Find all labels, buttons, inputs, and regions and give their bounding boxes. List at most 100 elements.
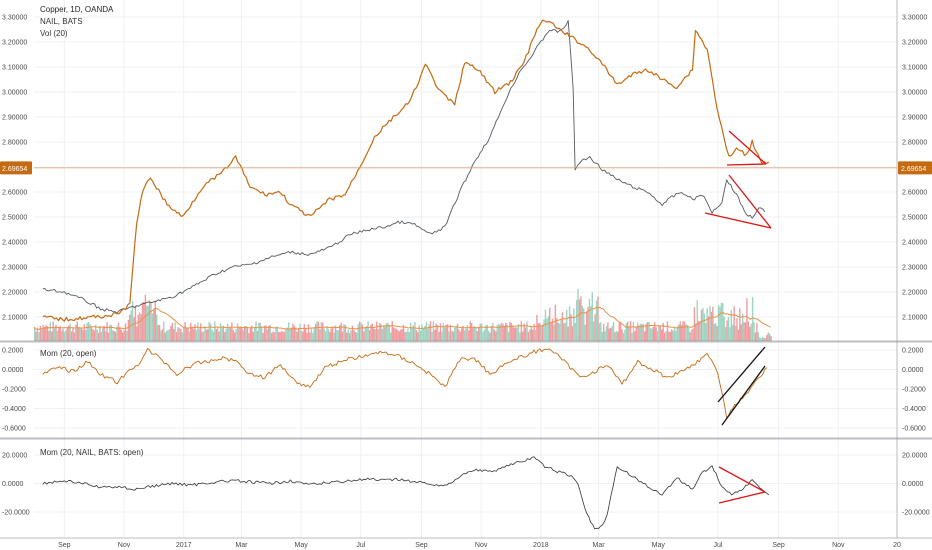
volume-bar [573, 308, 575, 341]
volume-bar [412, 325, 415, 341]
volume-bar [560, 320, 562, 341]
volume-bar [485, 325, 487, 341]
volume-bar [395, 328, 398, 341]
volume-bar [171, 323, 174, 341]
volume-bar [401, 328, 403, 341]
volume-bar [680, 325, 683, 341]
volume-bar [290, 327, 293, 341]
volume-bar [39, 325, 42, 341]
volume-bar [367, 321, 369, 341]
trendline-mom-upper[interactable] [717, 346, 766, 403]
trendline-mom2-lower[interactable] [718, 491, 766, 504]
volume-bar [266, 329, 269, 341]
volume-bar [642, 323, 645, 341]
volume-bar [656, 330, 659, 341]
volume-bar [732, 324, 734, 341]
volume-bar [185, 328, 188, 341]
volume-bar [431, 331, 433, 341]
trendline-mom2-upper[interactable] [718, 466, 766, 493]
volume-bar [598, 323, 601, 341]
volume-bar [365, 326, 368, 341]
volume-bar [363, 331, 365, 341]
volume-bar [546, 318, 548, 341]
legend-momentum2: Mom (20, NAIL, BATS: open) [40, 448, 144, 457]
volume-bar [283, 331, 286, 341]
grid [34, 0, 897, 538]
volume-bar [547, 316, 549, 341]
volume-bar [519, 332, 521, 341]
volume-bar [232, 330, 235, 341]
volume-bar [707, 316, 710, 341]
y-tick-label-right: 2.20000 [902, 290, 927, 297]
volume-bar [181, 332, 183, 341]
volume-bar [590, 305, 592, 341]
trendline-mom-lower[interactable] [721, 365, 766, 426]
volume-bar [261, 326, 263, 341]
volume-bar [73, 332, 76, 341]
trendline-nail-upper[interactable] [728, 174, 772, 229]
volume-bar [383, 326, 385, 341]
y-tick-label-left: -0.4000 [2, 406, 26, 413]
volume-bar [143, 301, 145, 341]
volume-bar [456, 323, 459, 341]
volume-bar [265, 325, 267, 341]
volume-bar [749, 326, 751, 341]
y-tick-label-left: 3.00000 [2, 90, 27, 97]
trendline-nail-lower[interactable] [704, 212, 772, 229]
volume-bar [490, 326, 493, 341]
volume-bar [66, 327, 69, 341]
volume-bar [127, 319, 130, 341]
x-tick-label: Mar [235, 542, 248, 549]
volume-bar [262, 332, 264, 341]
trendline-copper-upper[interactable] [728, 130, 767, 165]
nail-line [42, 20, 766, 314]
volume-bar [580, 296, 582, 341]
volume-bar [531, 329, 534, 341]
volume-bar [280, 331, 283, 341]
volume-bar [468, 330, 470, 341]
x-tick-label: Sep [415, 542, 428, 549]
volume-bar [381, 328, 383, 341]
volume-bar [241, 327, 243, 341]
volume-bar [686, 324, 689, 341]
volume-bar [160, 330, 162, 341]
volume-bar [154, 300, 156, 341]
volume-bar [439, 323, 442, 341]
volume-bar [303, 323, 305, 341]
volume-bar [123, 330, 125, 341]
volume-bar [347, 329, 349, 341]
volume-bar [627, 321, 629, 341]
volume-bar [65, 330, 67, 341]
volume-bar [337, 330, 340, 341]
volume-bar [82, 329, 84, 341]
volume-bar [449, 324, 452, 341]
volume-bar [761, 336, 764, 341]
y-tick-label-left: 0.0000 [2, 481, 24, 488]
volume-bar [199, 323, 202, 341]
volume-bar [740, 324, 742, 341]
volume-bar [364, 326, 366, 341]
volume-bar [756, 323, 758, 341]
volume-bar [672, 330, 674, 341]
trendlines[interactable] [704, 130, 772, 504]
x-tick-label: 20 [893, 542, 901, 549]
volume-bar [68, 325, 70, 341]
volume-bar [746, 298, 748, 341]
volume-bar [387, 322, 389, 341]
volume-bar [591, 292, 593, 341]
volume-bar [479, 323, 481, 341]
volume-bar [295, 327, 297, 341]
volume-bar [625, 323, 628, 341]
volume-bar [299, 323, 301, 341]
volume-bar [46, 326, 49, 341]
volume-bar [102, 327, 104, 341]
volume-bar [757, 332, 759, 341]
volume-bar [617, 331, 619, 341]
volume-bar [720, 302, 723, 341]
volume-bar [153, 308, 155, 341]
trendline-copper-lower[interactable] [726, 163, 767, 166]
volume-bar [323, 328, 325, 341]
volume-bar [662, 322, 664, 341]
volume-bar [242, 330, 244, 341]
